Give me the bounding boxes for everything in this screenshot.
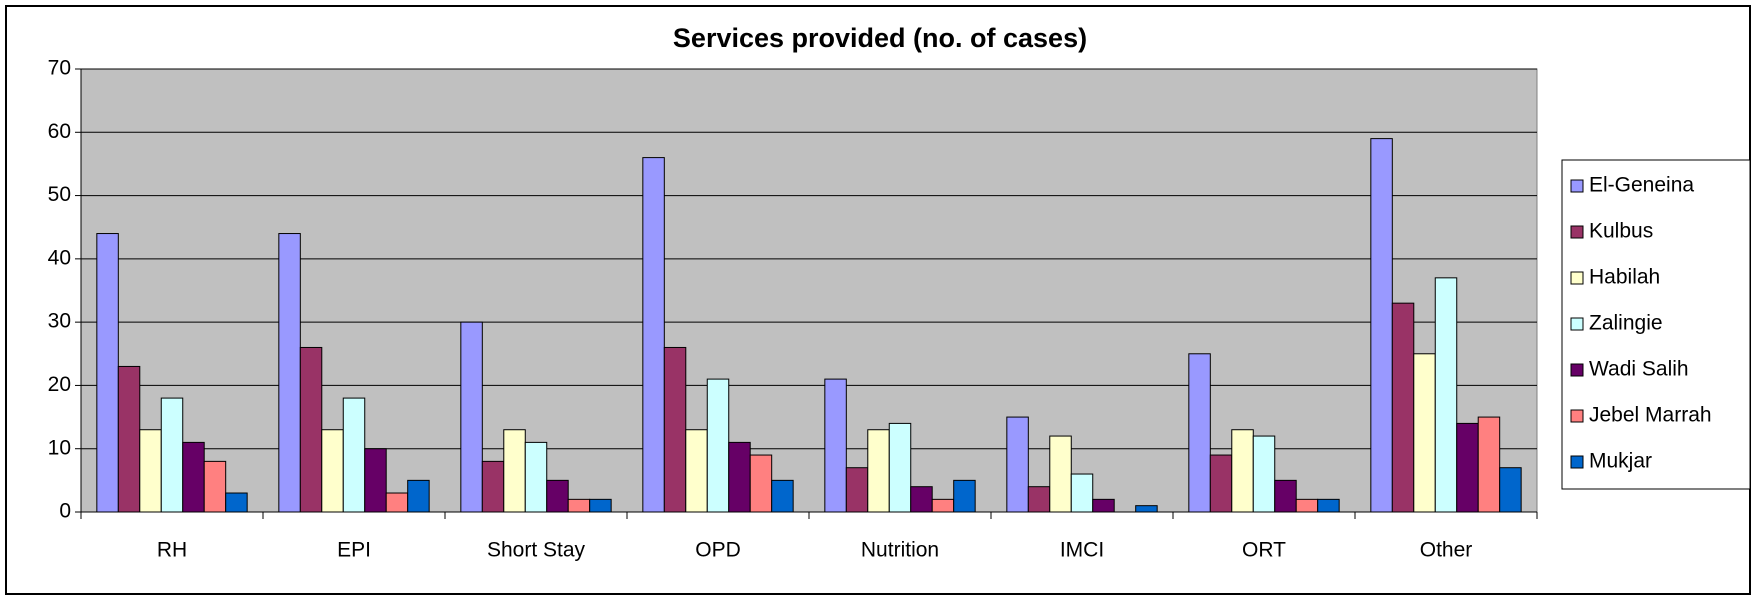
bar [706, 378, 730, 513]
bar [96, 233, 119, 513]
y-tick-label: 70 [48, 57, 71, 80]
bar [1477, 416, 1501, 513]
bar [481, 460, 505, 513]
bar [845, 467, 869, 513]
bar [685, 429, 708, 513]
legend-swatch [1570, 455, 1584, 469]
bar [321, 429, 344, 513]
legend-swatch [1570, 179, 1584, 193]
bar [953, 479, 976, 513]
legend-swatch [1570, 225, 1584, 239]
legend-label: Habilah [1589, 266, 1660, 289]
bar [1231, 429, 1254, 513]
bar [1209, 454, 1233, 513]
bar [182, 441, 205, 513]
x-tick-label: IMCI [1060, 539, 1104, 562]
bar [1295, 498, 1319, 513]
bar [342, 397, 366, 513]
legend-label: Mukjar [1589, 450, 1652, 473]
bar [1499, 467, 1522, 513]
bar [1049, 435, 1072, 513]
bar [1006, 416, 1029, 513]
bar [1252, 435, 1276, 513]
legend-label: Zalingie [1589, 312, 1663, 335]
legend-swatch [1570, 409, 1584, 423]
bar [589, 498, 612, 513]
y-tick-label: 60 [48, 120, 71, 143]
bar [1070, 473, 1094, 513]
x-tick-label: Nutrition [861, 539, 939, 562]
bar [1434, 277, 1458, 513]
bar [1391, 302, 1415, 513]
bar [299, 346, 323, 513]
bar [1274, 479, 1297, 513]
y-tick-label: 30 [48, 310, 71, 333]
legend-label: El-Geneina [1589, 174, 1694, 197]
bar [1027, 486, 1051, 513]
chart-title: Services provided (no. of cases) [673, 23, 1087, 53]
bar [1092, 498, 1115, 513]
bar [1135, 505, 1158, 513]
bar [1413, 353, 1436, 513]
bar [160, 397, 184, 513]
bar [1456, 422, 1479, 513]
bar [407, 479, 430, 513]
legend-label: Jebel Marrah [1589, 404, 1712, 427]
y-tick-label: 40 [48, 246, 71, 269]
x-tick-label: EPI [337, 539, 371, 562]
bar [225, 492, 248, 513]
bar [771, 479, 794, 513]
legend-label: Wadi Salih [1589, 358, 1689, 381]
bar [385, 492, 409, 513]
x-tick-label: Short Stay [487, 539, 586, 562]
bar [139, 429, 162, 513]
bar [642, 157, 665, 513]
bar [749, 454, 773, 513]
bar [546, 479, 569, 513]
bar [931, 498, 955, 513]
bar [867, 429, 890, 513]
bar [364, 448, 387, 513]
legend-swatch [1570, 271, 1584, 285]
x-tick-label: RH [157, 539, 187, 562]
legend-swatch [1570, 317, 1584, 331]
bar [1317, 498, 1340, 513]
bar [567, 498, 591, 513]
bar [888, 422, 912, 513]
bar [503, 429, 526, 513]
y-tick-label: 10 [48, 436, 71, 459]
bar [117, 365, 141, 513]
x-tick-label: ORT [1242, 539, 1286, 562]
x-tick-label: Other [1420, 539, 1473, 562]
bar [1370, 138, 1393, 513]
y-tick-label: 0 [59, 500, 71, 523]
x-tick-label: OPD [695, 539, 741, 562]
bar [524, 441, 548, 513]
legend-swatch [1570, 363, 1584, 377]
bar [824, 378, 847, 513]
bar [728, 441, 751, 513]
y-tick-label: 50 [48, 183, 71, 206]
bar [203, 460, 227, 513]
bar [460, 321, 483, 513]
bar [663, 346, 687, 513]
bar [1188, 353, 1211, 513]
legend-box [1561, 159, 1751, 490]
bar [278, 233, 301, 513]
y-tick-label: 20 [48, 373, 71, 396]
bar [910, 486, 933, 513]
legend-label: Kulbus [1589, 220, 1653, 243]
